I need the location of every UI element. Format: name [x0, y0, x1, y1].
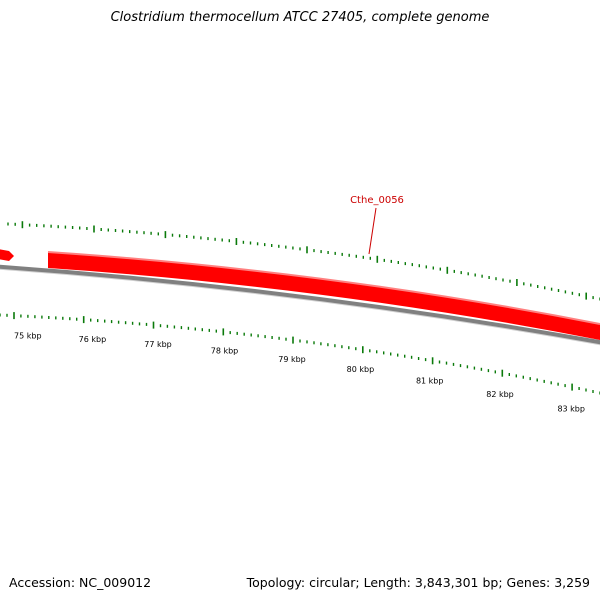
tick-label: 83 kbp — [557, 405, 585, 414]
tick-label: 79 kbp — [278, 355, 306, 364]
outer-tick-ring — [7, 221, 600, 301]
tick-label: 78 kbp — [211, 347, 239, 356]
tick-label: 77 kbp — [144, 340, 172, 349]
tick-label: 76 kbp — [79, 335, 107, 344]
tick-label: 81 kbp — [416, 377, 444, 386]
topology-summary: Topology: circular; Length: 3,843,301 bp… — [246, 575, 590, 590]
genome-title: Clostridium thermocellum ATCC 27405, com… — [110, 10, 490, 25]
inner-tick-ring — [0, 312, 600, 395]
accession-text: Accession: NC_009012 — [9, 575, 152, 590]
gene-highlight — [47, 251, 600, 325]
tick-label: 80 kbp — [347, 365, 375, 374]
gene-label[interactable]: Cthe_0056 — [350, 195, 404, 206]
tick-labels: 75 kbp 76 kbp 77 kbp 78 kbp 79 kbp 80 kbp 81 k… — [14, 332, 585, 414]
tick-label: 75 kbp — [14, 332, 42, 341]
genome-backbone — [0, 264, 600, 345]
gene-label-leader — [368, 207, 377, 255]
gene-feature-cthe-0056[interactable] — [48, 252, 600, 340]
gene-feature-left[interactable] — [0, 249, 14, 261]
tick-label: 82 kbp — [486, 390, 514, 399]
